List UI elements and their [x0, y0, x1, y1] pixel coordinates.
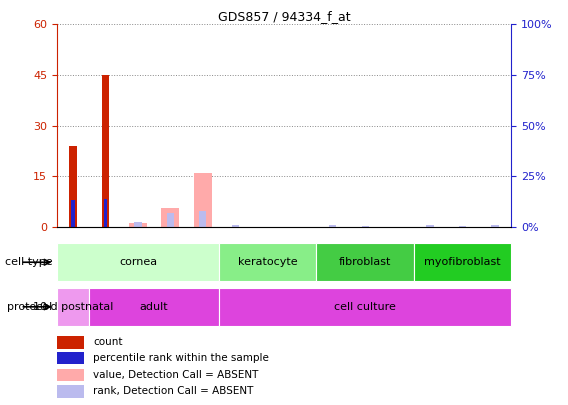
Bar [57, 385, 84, 398]
Text: value, Detection Call = ABSENT: value, Detection Call = ABSENT [93, 370, 258, 380]
Bar [167, 213, 174, 227]
Text: count: count [93, 337, 123, 347]
Text: keratocyte: keratocyte [238, 257, 298, 267]
Bar [219, 288, 511, 326]
Bar [316, 243, 414, 281]
Text: cell type: cell type [5, 257, 52, 267]
Bar [57, 243, 219, 281]
Bar [89, 288, 219, 326]
Bar [135, 222, 141, 227]
Bar [103, 200, 107, 227]
Bar [459, 226, 466, 227]
Bar [69, 146, 77, 227]
Bar [57, 336, 84, 349]
Text: 10 d postnatal: 10 d postnatal [33, 302, 113, 312]
Text: myofibroblast: myofibroblast [424, 257, 501, 267]
Bar [57, 288, 89, 326]
Bar [57, 352, 84, 364]
Bar [219, 243, 316, 281]
Bar [329, 225, 336, 227]
Bar [161, 208, 179, 227]
Text: cornea: cornea [119, 257, 157, 267]
Bar [362, 226, 369, 227]
Bar [194, 173, 212, 227]
Bar [427, 225, 433, 227]
Bar [414, 243, 511, 281]
Bar [57, 369, 84, 381]
Bar [102, 75, 109, 227]
Text: adult: adult [140, 302, 169, 312]
Bar [232, 225, 239, 227]
Bar [199, 211, 206, 227]
Text: fibroblast: fibroblast [339, 257, 391, 267]
Text: rank, Detection Call = ABSENT: rank, Detection Call = ABSENT [93, 386, 253, 396]
Title: GDS857 / 94334_f_at: GDS857 / 94334_f_at [218, 10, 350, 23]
Text: protocol: protocol [7, 302, 52, 312]
Bar [129, 223, 147, 227]
Bar [491, 225, 499, 227]
Text: cell culture: cell culture [334, 302, 396, 312]
Text: percentile rank within the sample: percentile rank within the sample [93, 353, 269, 363]
Bar [71, 200, 75, 227]
